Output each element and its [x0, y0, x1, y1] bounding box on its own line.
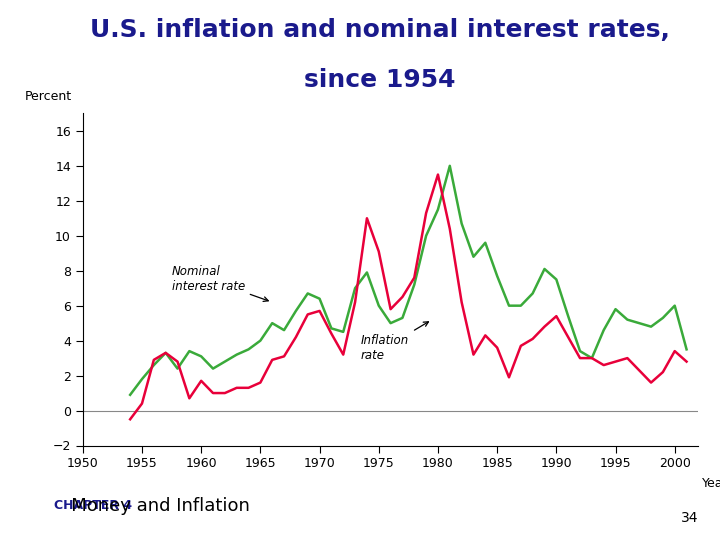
Text: CHAPTER 4: CHAPTER 4 — [54, 500, 132, 512]
Text: since 1954: since 1954 — [304, 68, 456, 92]
Text: 34: 34 — [681, 511, 698, 525]
Text: Year: Year — [701, 477, 720, 490]
Text: Nominal
interest rate: Nominal interest rate — [171, 266, 269, 301]
Text: Inflation
rate: Inflation rate — [361, 322, 428, 362]
Text: Percent: Percent — [24, 90, 71, 104]
Text: U.S. inflation and nominal interest rates,: U.S. inflation and nominal interest rate… — [90, 18, 670, 42]
Text: Money and Inflation: Money and Inflation — [54, 497, 250, 515]
